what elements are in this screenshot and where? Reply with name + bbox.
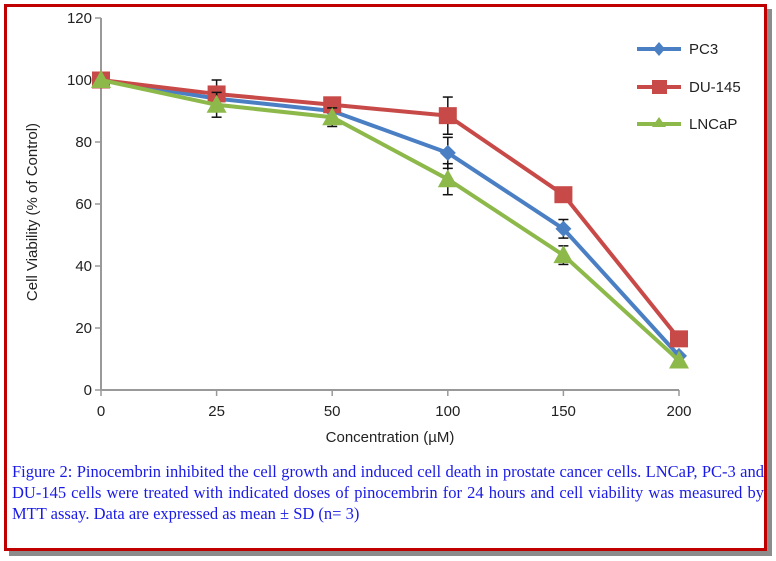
series-pc3 [93,72,687,364]
series-line [100,78,681,358]
data-point [553,245,574,264]
legend-item: DU-145 [637,79,741,96]
data-point [555,220,572,237]
y-tick-label: 100 [67,72,92,89]
figure-frame [4,4,767,551]
y-tick-label: 60 [75,196,92,213]
series-lncap [91,70,689,369]
x-tick-label: 100 [435,403,460,420]
y-tick-label: 40 [75,258,92,275]
y-axis-title: Cell Viability (% of Control) [24,123,41,301]
data-point [437,169,458,188]
data-point [206,94,227,113]
x-tick-label: 25 [208,403,225,420]
y-tick-label: 20 [75,320,92,337]
x-tick-label: 50 [324,403,341,420]
legend-marker [653,42,665,56]
series-line [100,78,681,341]
legend: PC3 DU-145 LNCaP [637,41,741,133]
series-group [91,70,689,369]
data-point [669,350,689,369]
series-line [100,78,681,363]
y-tick-label: 80 [75,134,92,151]
data-point [438,107,457,125]
data-point [670,330,688,348]
legend-item: LNCaP [637,116,737,133]
y-tick-label: 0 [84,382,92,399]
x-tick-label: 200 [666,403,691,420]
x-axis-title: Concentration (µM) [326,429,455,446]
legend-marker [652,80,667,94]
data-point [554,186,573,204]
x-tick-label: 0 [97,403,105,420]
data-point [322,107,343,126]
legend-item: PC3 [637,41,718,58]
legend-label: LNCaP [689,116,737,133]
legend-label: PC3 [689,41,718,58]
series-du-145 [92,71,688,348]
figure-caption: Figure 2: Pinocembrin inhibited the cell… [12,462,764,523]
axes: 0 20 40 60 80 100 120 0 25 50 100 150 200 [67,10,692,420]
legend-label: DU-145 [689,79,741,96]
y-tick-label: 120 [67,10,92,27]
legend-marker [652,117,666,127]
data-point [439,144,456,161]
data-point [91,70,111,88]
data-point [323,96,342,114]
x-tick-label: 150 [551,403,576,420]
